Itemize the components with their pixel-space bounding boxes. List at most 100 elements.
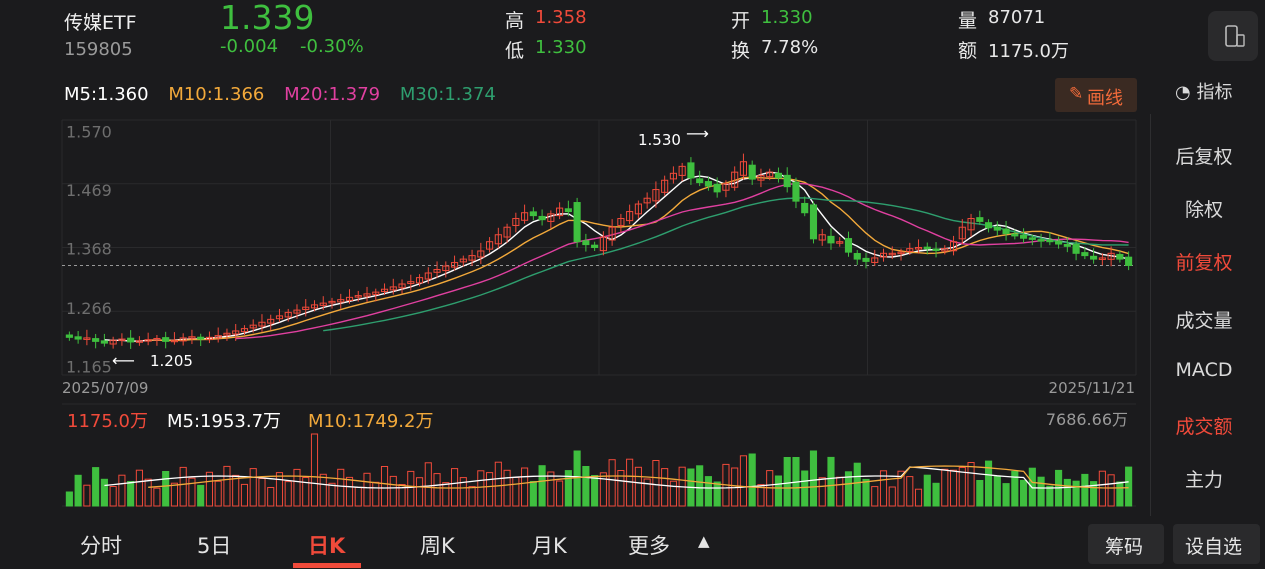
tab-0[interactable]: 分时 <box>80 534 122 558</box>
low-label: 低 <box>505 40 525 62</box>
volume-bar <box>949 469 958 507</box>
tab-4[interactable]: 月K <box>532 534 567 558</box>
volume-bar <box>162 471 170 507</box>
candle <box>783 174 791 188</box>
tab-2[interactable]: 日K <box>308 534 346 558</box>
volume-bar <box>398 484 406 507</box>
volume-bar <box>591 475 599 507</box>
side-menu-item-4[interactable]: MACD <box>1175 359 1233 381</box>
add-watchlist-button[interactable]: 设自选 <box>1173 524 1260 564</box>
volume-bar <box>197 484 205 507</box>
candle <box>914 247 923 250</box>
side-menu-item-0[interactable]: 后复权 <box>1175 146 1233 168</box>
volume-bar <box>433 473 441 507</box>
volume-bar <box>1002 483 1010 507</box>
volume-bar <box>310 433 319 507</box>
volume-bar <box>739 455 748 507</box>
volume-bar <box>652 460 660 507</box>
volume-bar <box>468 486 476 507</box>
volume-bar <box>267 487 275 507</box>
candle <box>897 251 905 255</box>
kline-chart[interactable]: 1.570 1.469 1.368 1.266 1.165 2025/07/09 202… <box>0 0 1148 515</box>
volume-bar <box>914 488 923 507</box>
volume-bar <box>337 468 345 507</box>
candle <box>372 291 380 295</box>
candle <box>477 250 485 258</box>
candle <box>118 338 126 342</box>
candle <box>976 217 984 222</box>
candle <box>661 179 669 193</box>
turnover-label: 换 <box>731 40 751 62</box>
landscape-toggle-button[interactable] <box>1208 11 1258 61</box>
tab-5[interactable]: 更多 <box>628 534 670 558</box>
candle <box>1072 243 1080 254</box>
price-change: -0.004 <box>220 36 279 57</box>
candle <box>809 204 818 240</box>
candle <box>713 183 721 193</box>
draw-line-button[interactable]: ✎ 画线 <box>1055 78 1137 112</box>
volume-bar <box>354 486 362 507</box>
candle <box>100 340 108 344</box>
side-menu-item-5[interactable]: 成交额 <box>1175 416 1233 438</box>
candle <box>573 202 581 243</box>
candle <box>153 337 161 341</box>
volume-bar <box>844 471 853 507</box>
volume-bar <box>503 469 511 507</box>
candle <box>1090 255 1098 260</box>
candle <box>923 246 931 250</box>
candle <box>704 181 712 187</box>
volume-bar <box>713 481 721 507</box>
volume-bar <box>1046 485 1054 507</box>
candle <box>643 197 651 204</box>
volume-bar <box>284 481 292 507</box>
candle <box>879 252 888 258</box>
candle <box>958 226 966 240</box>
volume-bar <box>1116 481 1124 507</box>
volume-bar <box>617 470 625 507</box>
candle <box>564 208 572 213</box>
volume-bar <box>547 471 555 507</box>
min-arrow-icon: ⟵ <box>112 351 135 370</box>
candle <box>932 248 940 252</box>
current-price: 1.339 <box>220 0 315 37</box>
tab-3[interactable]: 周K <box>420 534 455 558</box>
volume-bar <box>582 466 590 507</box>
candle <box>442 265 450 272</box>
candle <box>433 269 441 273</box>
volume-bar <box>214 480 222 507</box>
volume-bar <box>661 468 669 507</box>
tab-1[interactable]: 5日 <box>197 534 232 558</box>
volume-bar <box>109 486 117 507</box>
volume-bar <box>897 470 905 507</box>
chip-button[interactable]: 筹码 <box>1088 524 1164 564</box>
ma30-label: M30:1.374 <box>399 84 496 105</box>
side-menu-panel <box>1150 114 1261 516</box>
high-label: 高 <box>505 10 525 32</box>
candle <box>424 272 432 280</box>
candle <box>1011 233 1019 237</box>
volume-bar <box>888 486 896 507</box>
candle <box>1063 243 1071 247</box>
side-menu-item-6[interactable]: 主力 <box>1184 469 1223 491</box>
candle <box>135 340 143 343</box>
volume-bar <box>450 468 459 507</box>
candle <box>83 337 91 340</box>
volume-bar <box>704 476 712 507</box>
candle <box>363 293 371 297</box>
volume-bar <box>389 475 397 507</box>
candle <box>547 213 555 222</box>
side-menu-item-1[interactable]: 除权 <box>1184 199 1223 221</box>
candle <box>967 218 975 231</box>
indicator-button[interactable]: ◔ 指标 <box>1175 78 1232 104</box>
candle <box>258 321 266 327</box>
turnover-value: 7.78% <box>761 37 819 58</box>
active-tab-underline <box>293 563 361 568</box>
volume-bar <box>249 468 257 507</box>
volume-bar <box>319 473 327 507</box>
volume-bar <box>153 487 161 507</box>
side-menu-item-2[interactable]: 前复权 <box>1175 252 1233 274</box>
side-menu-item-3[interactable]: 成交量 <box>1175 310 1233 332</box>
ma5-line <box>104 171 1129 342</box>
candle <box>792 181 800 202</box>
volume-bar <box>669 480 677 507</box>
